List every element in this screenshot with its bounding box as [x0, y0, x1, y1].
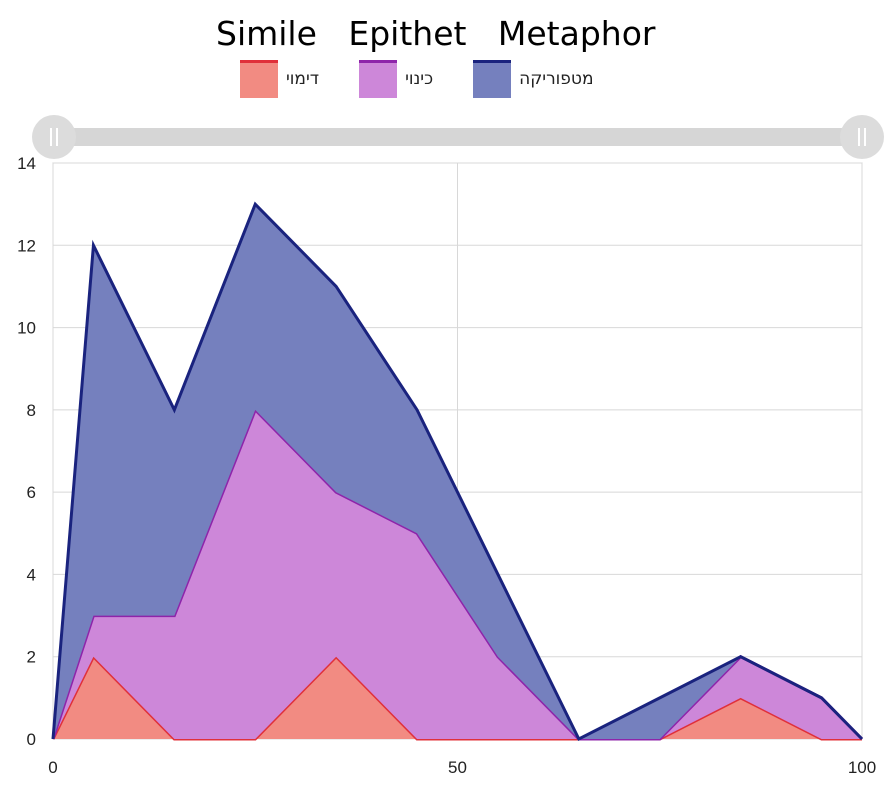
legend-swatch-metaphor	[473, 60, 512, 98]
range-slider-left-handle[interactable]	[32, 115, 76, 159]
chart-title: Simile Epithet Metaphor	[216, 14, 656, 53]
legend-label-simile: דימוי	[286, 69, 320, 89]
x-tick-label: 50	[448, 758, 467, 777]
grip-icon	[858, 128, 866, 146]
legend-item-metaphor[interactable]: מטפוריקה	[473, 60, 594, 98]
y-tick-label: 4	[27, 565, 36, 584]
y-tick-label: 14	[17, 154, 36, 173]
x-tick-label: 0	[48, 758, 57, 777]
legend-item-epithet[interactable]: כינוי	[359, 60, 433, 98]
legend: דימוי כינוי מטפוריקה	[240, 60, 634, 98]
area-metaphor	[53, 204, 862, 740]
y-tick-label: 12	[17, 236, 36, 255]
line-metaphor	[51, 201, 864, 742]
grip-icon	[50, 128, 58, 146]
legend-swatch-epithet	[359, 60, 398, 98]
range-slider-track[interactable]	[52, 128, 862, 146]
y-tick-label: 2	[27, 648, 36, 667]
y-tick-label: 10	[17, 319, 36, 338]
y-tick-label: 8	[27, 401, 36, 420]
range-slider-right-handle[interactable]	[840, 115, 884, 159]
legend-label-metaphor: מטפוריקה	[519, 69, 594, 89]
legend-label-epithet: כינוי	[405, 69, 434, 89]
area-epithet	[53, 409, 862, 739]
x-tick-label: 100	[848, 758, 876, 777]
legend-item-simile[interactable]: דימוי	[240, 60, 319, 98]
legend-swatch-simile	[240, 60, 278, 98]
y-tick-label: 6	[27, 483, 36, 502]
area-simile	[53, 656, 862, 739]
y-tick-label: 0	[27, 730, 36, 749]
